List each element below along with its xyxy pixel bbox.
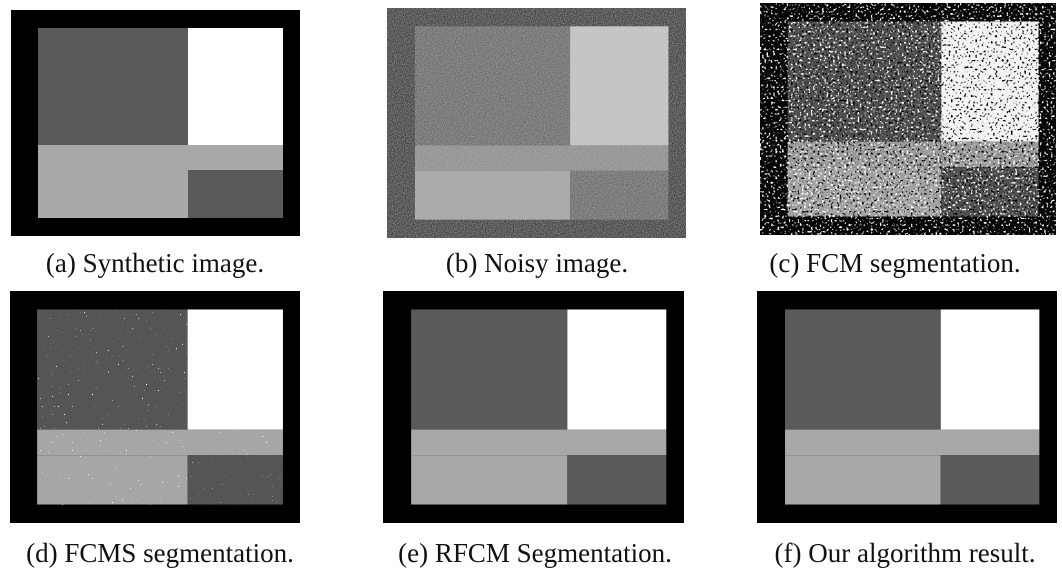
dark-region bbox=[785, 309, 941, 429]
image-panel bbox=[10, 291, 300, 523]
figure: (a) Synthetic image. (b) Noisy image. (c) … bbox=[0, 0, 1062, 579]
caption: (b) Noisy image. bbox=[446, 248, 628, 278]
white-region bbox=[188, 28, 283, 145]
dark-region bbox=[567, 455, 666, 504]
dark-region bbox=[411, 309, 567, 429]
image-panel bbox=[11, 10, 300, 236]
image-panel bbox=[383, 291, 684, 523]
caption: (f) Our algorithm result. bbox=[775, 538, 1036, 568]
caption: (e) RFCM Segmentation. bbox=[398, 538, 672, 568]
white-region bbox=[567, 309, 666, 429]
image-panel bbox=[760, 3, 1056, 235]
dark-region bbox=[941, 455, 1040, 504]
white-region bbox=[941, 309, 1040, 429]
caption: (c) FCM segmentation. bbox=[769, 248, 1020, 278]
noise bbox=[37, 309, 283, 504]
light-region bbox=[411, 455, 567, 504]
dark-region bbox=[188, 170, 283, 218]
band-region bbox=[785, 430, 1039, 456]
band-region bbox=[38, 145, 283, 170]
caption: (d) FCMS segmentation. bbox=[26, 538, 294, 568]
band-region bbox=[411, 430, 666, 456]
caption: (a) Synthetic image. bbox=[46, 248, 264, 278]
image-panel bbox=[757, 291, 1057, 523]
noise bbox=[760, 3, 1056, 235]
noise bbox=[387, 8, 686, 238]
dark-region bbox=[38, 28, 188, 145]
light-region bbox=[38, 170, 188, 218]
light-region bbox=[785, 455, 941, 504]
image-panel bbox=[387, 8, 686, 238]
